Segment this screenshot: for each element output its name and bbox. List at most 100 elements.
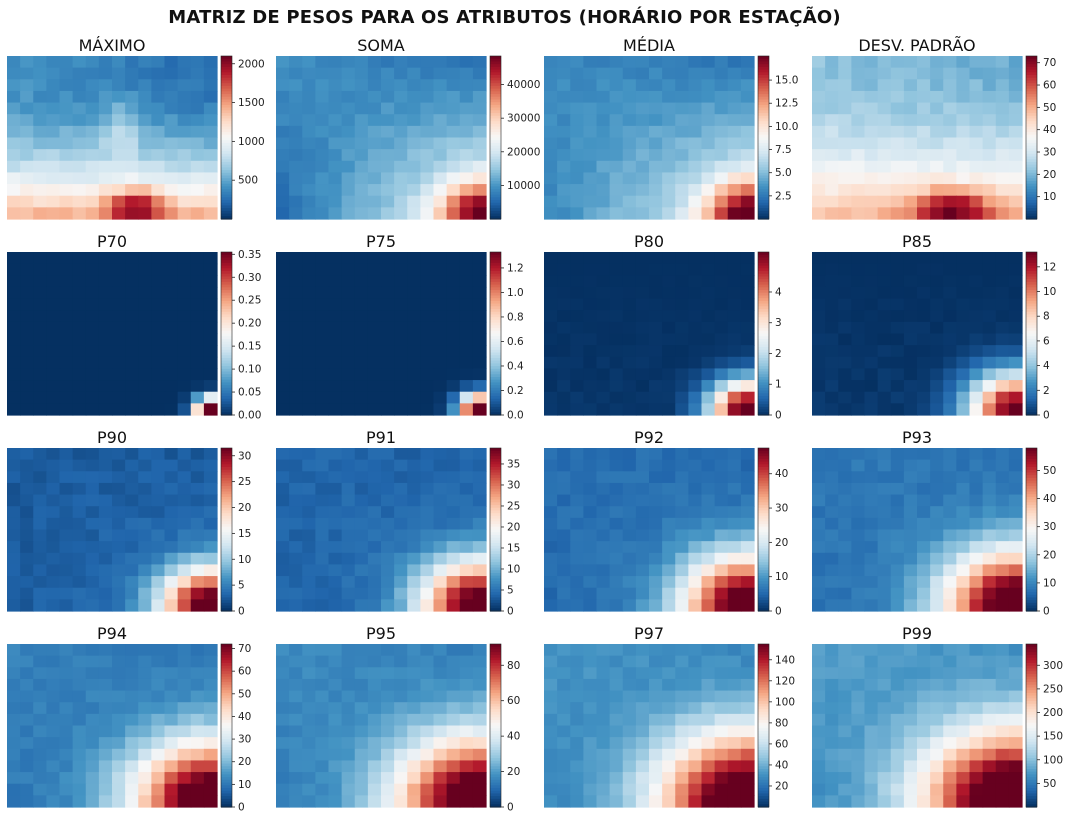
heatmap-cell [394, 748, 408, 762]
colorbar-segment [221, 322, 232, 326]
heatmap-cell [328, 748, 343, 762]
heatmap-cell [917, 552, 931, 566]
heatmap-cell [164, 263, 179, 276]
heatmap-cell [203, 459, 218, 472]
heatmap-cell [812, 471, 826, 484]
heatmap-cell [7, 748, 21, 762]
heatmap-cell [446, 380, 461, 393]
colorbar-segment [221, 545, 232, 550]
colorbar-segment [758, 322, 769, 326]
heatmap-cell [838, 667, 852, 680]
heatmap-cell [459, 184, 474, 197]
colorbar-segment [758, 687, 769, 691]
heatmap-cell [151, 529, 166, 542]
colorbar-segment [221, 393, 232, 397]
colorbar-segment [1026, 534, 1037, 539]
colorbar-segment [221, 254, 232, 259]
heatmap-cell [557, 356, 571, 370]
heatmap-cell [570, 459, 584, 472]
heatmap-cell [877, 459, 892, 472]
heatmap-cell [675, 114, 689, 127]
heatmap-cell [740, 529, 755, 542]
heatmap-cell [570, 252, 584, 265]
heatmap-cell [675, 207, 689, 220]
heatmap-cell [20, 506, 34, 519]
colorbar-tick-label: 60 [507, 695, 520, 707]
heatmap-cell [33, 494, 47, 507]
colorbar-segment [758, 252, 769, 256]
heatmap-cell [394, 263, 408, 276]
heatmap-cell [289, 368, 303, 381]
heatmap-cell [1008, 356, 1023, 370]
heatmap-cell [635, 356, 650, 370]
heatmap-cell [969, 286, 984, 300]
heatmap-cell [969, 541, 984, 554]
heatmap-cell [46, 564, 61, 577]
heatmap-cell [583, 275, 598, 288]
heatmap-cell [740, 644, 755, 657]
heatmap-cell [825, 576, 839, 589]
heatmap-cell [367, 552, 382, 566]
heatmap-cell [662, 587, 676, 600]
heatmap-cell [446, 114, 461, 127]
heatmap-cell [85, 494, 100, 507]
heatmap-cell [420, 149, 435, 162]
heatmap-cell [46, 448, 61, 461]
heatmap-cell [112, 482, 126, 496]
heatmap-cell [635, 725, 650, 738]
colorbar-segment [1026, 129, 1037, 133]
heatmap-cell [622, 748, 637, 762]
heatmap-cell [203, 114, 218, 127]
heatmap-cell [557, 737, 571, 750]
heatmap-cell [276, 587, 290, 600]
heatmap-cell [394, 772, 408, 785]
heatmap-cell [544, 310, 558, 323]
heatmap-cell [544, 391, 558, 404]
heatmap-cell [956, 114, 971, 127]
colorbar-segment [221, 401, 232, 405]
heatmap-cell [688, 690, 703, 703]
heatmap-cell [956, 748, 971, 762]
heatmap-cell [472, 702, 487, 715]
heatmap-cell [98, 356, 113, 370]
heatmap-cell [982, 506, 997, 519]
heatmap-cell [838, 713, 852, 727]
heatmap-cell [877, 748, 892, 762]
heatmap-cell [917, 67, 931, 80]
heatmap-cell [20, 391, 34, 404]
heatmap-cell [46, 599, 61, 612]
heatmap-cell [328, 713, 343, 727]
colorbar-segment [1026, 755, 1037, 759]
colorbar-segment [490, 134, 501, 139]
heatmap-cell [1008, 529, 1023, 542]
heatmap-cell [112, 795, 126, 808]
heatmap-cell [367, 748, 382, 762]
heatmap-cell [622, 587, 637, 600]
colorbar-segment [490, 194, 501, 198]
colorbar-segment [758, 752, 769, 756]
colorbar-segment [221, 679, 232, 683]
heatmap-cell [72, 678, 87, 692]
heatmap-cell [557, 263, 571, 276]
heatmap-cell [622, 644, 637, 657]
heatmap-cell [825, 356, 839, 370]
heatmap-cell [1008, 252, 1023, 265]
colorbar-segment [490, 575, 501, 579]
heatmap-cell [688, 403, 703, 416]
heatmap-cell [125, 102, 139, 115]
colorbar-segment [758, 102, 769, 106]
heatmap-cell [72, 356, 87, 370]
heatmap-cell [164, 114, 179, 127]
heatmap-cell [649, 725, 663, 738]
heatmap-cell [943, 207, 957, 220]
heatmap-cell [903, 564, 918, 577]
heatmap-cell [609, 286, 624, 300]
heatmap-cell [930, 529, 944, 542]
colorbar-segment [490, 292, 501, 297]
heatmap-cell [662, 172, 676, 185]
colorbar-segment [490, 85, 501, 90]
colorbar-segment [1026, 170, 1037, 174]
heatmap-cell [570, 644, 584, 657]
colorbar-segment [1026, 714, 1037, 718]
heatmap-cell [982, 748, 997, 762]
